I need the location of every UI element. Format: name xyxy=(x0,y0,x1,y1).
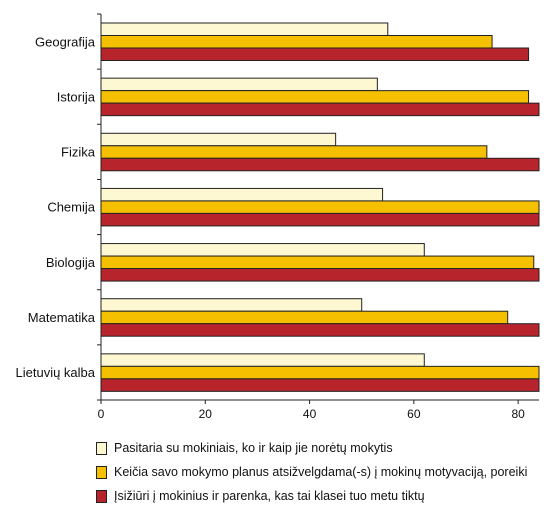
legend: Pasitaria su mokiniais, ko ir kaip jie n… xyxy=(96,436,544,508)
legend-swatch-1 xyxy=(96,441,107,455)
bar-1-istorija xyxy=(100,77,378,92)
x-tick-label: 60 xyxy=(407,407,421,421)
category-label: Istorija xyxy=(57,89,96,104)
legend-item-2: Keičia savo mokymo planus atsižvelgdama(… xyxy=(96,460,544,484)
legend-label-2: Keičia savo mokymo planus atsižvelgdama(… xyxy=(114,465,528,479)
bar-1-chemija xyxy=(100,187,384,202)
category-labels: Geografija Istorija Fizika Chemija Biologija… xyxy=(16,34,96,380)
category-label: Chemija xyxy=(47,200,95,215)
category-label: Lietuvių kalba xyxy=(16,365,96,380)
x-tick-label: 20 xyxy=(199,407,213,421)
legend-item-3: Įsižiūri į mokinius ir parenka, kas tai … xyxy=(96,484,544,508)
legend-swatch-2 xyxy=(96,465,107,479)
category-label: Geografija xyxy=(35,34,96,49)
category-label: Fizika xyxy=(61,145,96,160)
bar-2-chemija xyxy=(100,200,540,214)
legend-label-1: Pasitaria su mokiniais, ko ir kaip jie n… xyxy=(114,441,393,455)
bar-2-fizika xyxy=(100,145,488,159)
bar-2-geografija xyxy=(100,35,493,49)
bar-1-matematika xyxy=(100,298,363,312)
bar-1-biologija xyxy=(100,243,425,257)
category-label: Biologija xyxy=(46,255,96,270)
bars-group xyxy=(100,22,540,392)
bar-2-istorija xyxy=(100,90,530,104)
bar-3-geografija xyxy=(100,47,530,61)
bar-3-fizika xyxy=(100,157,540,172)
bar-3-chemija xyxy=(100,212,540,227)
bar-2-lietuvių-kalba xyxy=(100,365,540,380)
bar-3-matematika xyxy=(100,323,540,337)
bar-1-lietuvių-kalba xyxy=(100,353,425,367)
bar-3-biologija xyxy=(100,268,540,282)
bar-3-istorija xyxy=(100,102,540,117)
legend-item-1: Pasitaria su mokiniais, ko ir kaip jie n… xyxy=(96,436,544,460)
category-label: Matematika xyxy=(28,310,96,325)
bar-2-matematika xyxy=(100,310,509,325)
bar-2-biologija xyxy=(100,255,535,270)
legend-label-3: Įsižiūri į mokinius ir parenka, kas tai … xyxy=(114,489,425,503)
x-axis-ticks: 0 20 40 60 80 xyxy=(98,400,525,421)
bar-1-geografija xyxy=(100,22,389,36)
x-tick-label: 0 xyxy=(98,407,105,421)
axes xyxy=(97,13,539,404)
legend-swatch-3 xyxy=(96,489,107,503)
bar-1-fizika xyxy=(100,132,337,147)
x-tick-label: 40 xyxy=(303,407,317,421)
x-tick-label: 80 xyxy=(511,407,525,421)
bar-3-lietuvių-kalba xyxy=(100,378,540,392)
